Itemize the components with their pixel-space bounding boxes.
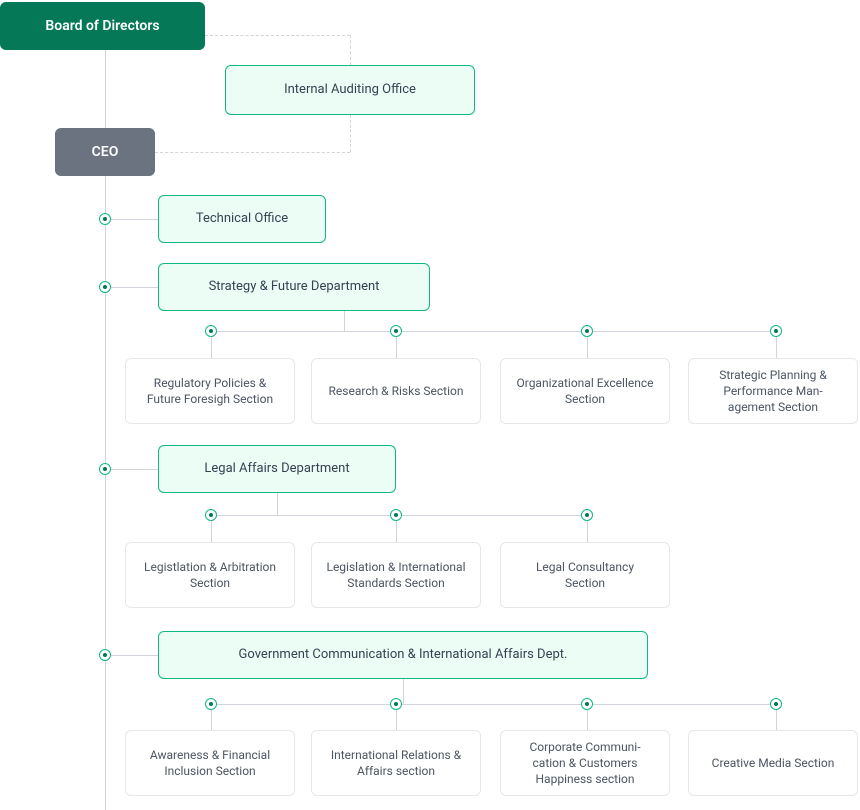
node-corporate-communication-section: Corporate Communi­cation & Customers Hap… xyxy=(500,730,670,796)
connector-line xyxy=(105,469,160,470)
node-intl-relations-section: International Relations & Affairs sectio… xyxy=(311,730,481,796)
node-govcom-dept: Government Communication & International… xyxy=(158,631,648,679)
node-board-of-directors: Board of Directors xyxy=(0,2,205,50)
node-awareness-financial-inclusion-section: Awareness & Financial Inclusion Section xyxy=(125,730,295,796)
node-ceo: CEO xyxy=(55,128,155,176)
connector-line xyxy=(105,219,160,220)
node-org-excellence-section: Organizational Excellence Section xyxy=(500,358,670,424)
dashed-line xyxy=(350,115,351,152)
node-strategy-dept: Strategy & Future Department xyxy=(158,263,430,311)
connector-dot xyxy=(770,698,782,710)
connector-dot xyxy=(581,509,593,521)
node-creative-media-section: Creative Media Section xyxy=(688,730,858,796)
connector-dot xyxy=(390,509,402,521)
connector-line xyxy=(344,311,345,331)
node-strategic-planning-section: Strategic Planning & Performance Man­age… xyxy=(688,358,858,424)
connector-line xyxy=(277,493,278,515)
connector-dot xyxy=(205,325,217,337)
dashed-line xyxy=(155,152,350,153)
connector-dot xyxy=(99,649,111,661)
connector-line xyxy=(403,679,404,704)
connector-line xyxy=(211,704,776,705)
connector-line xyxy=(105,287,160,288)
node-legal-consultancy-section: Legal Consultancy Section xyxy=(500,542,670,608)
node-legislation-intl-standards-section: Legislation & Inter­national Standards S… xyxy=(311,542,481,608)
connector-dot xyxy=(581,698,593,710)
connector-dot xyxy=(205,698,217,710)
connector-dot xyxy=(390,698,402,710)
node-research-risks-section: Research & Risks Section xyxy=(311,358,481,424)
connector-dot xyxy=(581,325,593,337)
node-regulatory-policies-section: Regulatory Policies & Future Foresigh Se… xyxy=(125,358,295,424)
node-technical-office: Technical Office xyxy=(158,195,326,243)
dashed-line xyxy=(205,35,350,36)
connector-line xyxy=(211,331,776,332)
connector-dot xyxy=(390,325,402,337)
connector-dot xyxy=(770,325,782,337)
node-internal-auditing-office: Internal Auditing Office xyxy=(225,65,475,115)
connector-dot xyxy=(205,509,217,521)
connector-dot xyxy=(99,281,111,293)
connector-dot xyxy=(99,213,111,225)
node-legal-affairs-dept: Legal Affairs Department xyxy=(158,445,396,493)
connector-line xyxy=(105,655,160,656)
dashed-line xyxy=(350,35,351,65)
node-legislation-arbitration-section: Legistlation & Arbitration Section xyxy=(125,542,295,608)
connector-dot xyxy=(99,463,111,475)
